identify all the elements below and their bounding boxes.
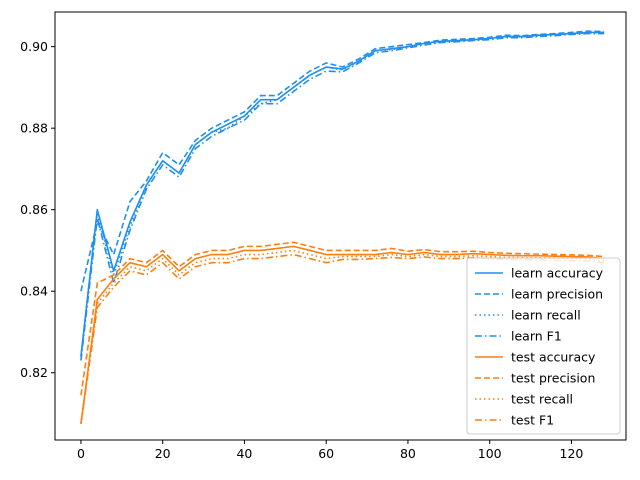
x-tick-label: 60 xyxy=(318,446,334,461)
legend-label: test accuracy xyxy=(511,350,596,365)
legend-label: learn recall xyxy=(511,308,581,323)
x-tick-label: 0 xyxy=(77,446,85,461)
legend-label: test recall xyxy=(511,392,573,407)
y-tick-label: 0.82 xyxy=(20,365,48,380)
x-tick-label: 100 xyxy=(478,446,502,461)
series-line-learn-recall xyxy=(80,31,605,357)
x-tick-label: 40 xyxy=(236,446,252,461)
legend-label: learn F1 xyxy=(511,329,562,344)
legend: learn accuracy learn precision learn recal… xyxy=(466,257,621,435)
series-line-test-accuracy xyxy=(80,245,605,424)
plot-frame xyxy=(54,11,627,441)
legend-label: learn accuracy xyxy=(511,266,604,281)
x-axis: 0 20 40 60 80 100 120 xyxy=(77,440,583,461)
y-tick-label: 0.88 xyxy=(20,121,48,136)
series-line-test-precision xyxy=(80,241,605,396)
y-tick-label: 0.86 xyxy=(20,202,48,217)
plot-lines xyxy=(80,30,605,424)
y-axis: 0.82 0.84 0.86 0.88 0.90 xyxy=(20,39,55,380)
y-tick-label: 0.90 xyxy=(20,39,48,54)
series-line-test-recall xyxy=(80,249,605,424)
legend-label: learn precision xyxy=(511,287,603,302)
legend-box xyxy=(466,257,621,435)
x-tick-label: 80 xyxy=(400,446,416,461)
series-line-learn-precision xyxy=(80,30,605,292)
x-tick-label: 120 xyxy=(560,446,584,461)
series-line-learn-f1 xyxy=(80,32,605,361)
y-tick-label: 0.84 xyxy=(20,284,48,299)
legend-label: test F1 xyxy=(511,413,554,428)
legend-label: test precision xyxy=(511,371,595,386)
x-tick-label: 20 xyxy=(155,446,171,461)
